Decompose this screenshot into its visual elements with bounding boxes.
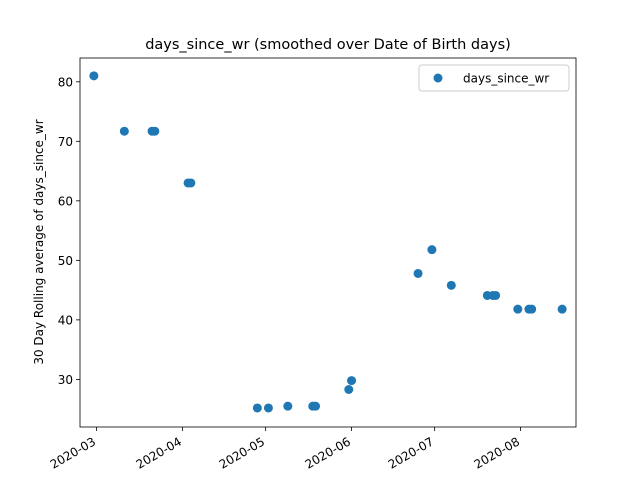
y-tick-label: 50 <box>58 254 73 268</box>
data-point <box>491 290 501 300</box>
data-point <box>311 401 321 411</box>
data-point <box>186 178 196 188</box>
data-point <box>252 403 262 413</box>
legend: days_since_wr <box>418 64 570 92</box>
data-point <box>347 376 357 386</box>
y-tick-label: 40 <box>58 313 73 327</box>
data-point <box>513 304 523 314</box>
data-point <box>557 304 567 314</box>
data-point <box>283 401 293 411</box>
data-point <box>150 126 160 136</box>
legend-label: days_since_wr <box>463 72 549 86</box>
data-point <box>263 403 273 413</box>
chart-title: days_since_wr (smoothed over Date of Bir… <box>145 37 511 53</box>
plot-frame <box>79 57 577 428</box>
y-tick-label: 30 <box>58 373 73 387</box>
data-point <box>446 280 456 290</box>
data-point <box>119 126 129 136</box>
data-point <box>89 71 99 81</box>
legend-marker <box>433 73 443 83</box>
data-point <box>413 268 423 278</box>
y-axis-label: 30 Day Rolling average of days_since_wr <box>32 119 46 364</box>
data-point <box>344 385 354 395</box>
y-tick-label: 80 <box>58 75 73 89</box>
data-point <box>527 304 537 314</box>
data-point <box>427 245 437 255</box>
y-tick-label: 70 <box>58 135 73 149</box>
y-tick-label: 60 <box>58 194 73 208</box>
legend-frame <box>418 64 570 92</box>
